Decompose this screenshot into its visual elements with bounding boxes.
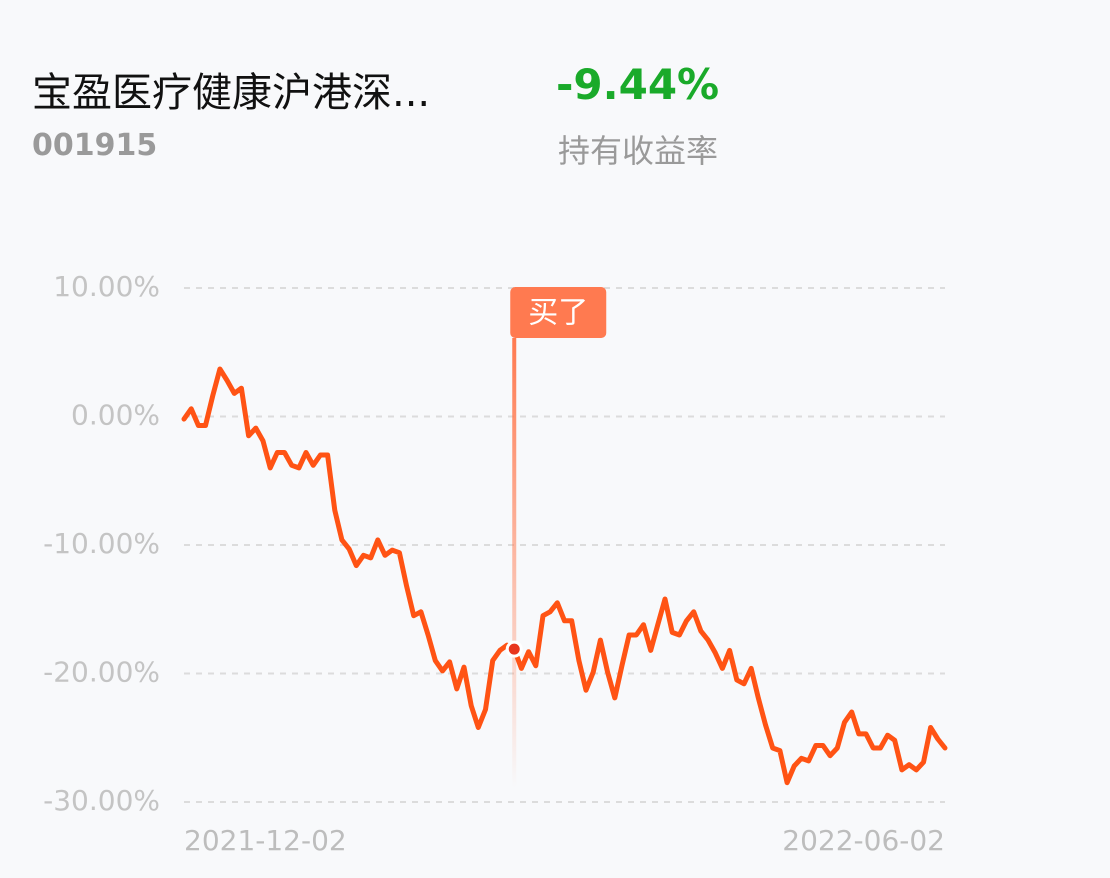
y-tick-label: -10.00% xyxy=(43,527,160,560)
buy-marker-line xyxy=(512,338,517,788)
fund-name: 宝盈医疗健康沪港深... xyxy=(32,70,431,116)
buy-point xyxy=(505,640,523,658)
y-tick-label: -30.00% xyxy=(43,784,160,817)
y-tick-label: 10.00% xyxy=(53,270,160,303)
buy-label-bg xyxy=(510,287,607,338)
buy-label: 买了 xyxy=(528,296,588,331)
fund-code: 001915 xyxy=(32,128,158,163)
line xyxy=(181,366,948,786)
y-tick-label: -20.00% xyxy=(43,656,160,689)
x-tick-label: 2022-06-02 xyxy=(782,824,945,857)
x-tick-label: 2021-12-02 xyxy=(184,824,347,857)
holding-return: -9.44% xyxy=(556,60,720,109)
y-tick-label: 0.00% xyxy=(71,399,160,432)
return-label: 持有收益率 xyxy=(558,132,719,170)
